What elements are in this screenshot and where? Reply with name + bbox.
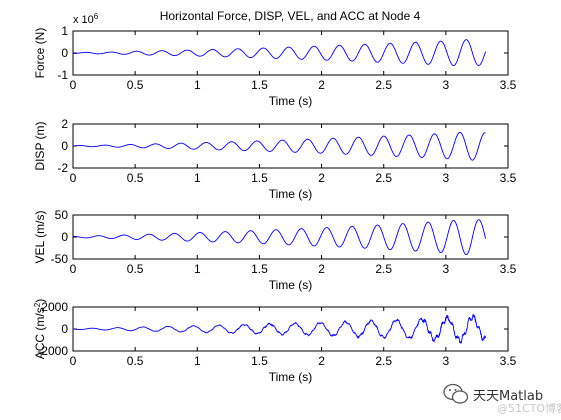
series-line bbox=[72, 131, 486, 161]
x-tick-label: 3.5 bbox=[500, 171, 517, 185]
x-tick-label: 2.5 bbox=[375, 171, 392, 185]
x-tick-label: 0.5 bbox=[127, 78, 144, 92]
x-axis-label: Time (s) bbox=[269, 278, 313, 292]
y-tick-label: -1 bbox=[57, 68, 68, 82]
x-tick-label: 0 bbox=[70, 262, 77, 276]
y-tick-label: 0 bbox=[61, 230, 68, 244]
x-tick-label: 1 bbox=[194, 262, 201, 276]
x-tick-label: 2.5 bbox=[375, 354, 392, 368]
x-tick-label: 2 bbox=[318, 171, 325, 185]
x-tick-label: 0.5 bbox=[127, 262, 144, 276]
figure-title: Horizontal Force, DISP, VEL, and ACC at … bbox=[160, 9, 421, 23]
x-axis-label: Time (s) bbox=[269, 187, 313, 201]
x-tick-label: 0 bbox=[70, 171, 77, 185]
watermark: 天天Matlab @51CTO博客 bbox=[443, 383, 561, 415]
y-axis-label: ACC (m/s2) bbox=[33, 299, 48, 359]
x-tick-label: 0.5 bbox=[127, 354, 144, 368]
x-tick-label: 1 bbox=[194, 354, 201, 368]
axes-box bbox=[72, 306, 509, 352]
y-tick-label: 0 bbox=[61, 46, 68, 60]
y-tick-label: 2 bbox=[61, 117, 68, 131]
x-tick-label: 1 bbox=[194, 78, 201, 92]
x-tick-label: 2 bbox=[318, 78, 325, 92]
x-tick-label: 0 bbox=[70, 354, 77, 368]
x-tick-label: 2 bbox=[318, 354, 325, 368]
x-tick-label: 1.5 bbox=[251, 354, 268, 368]
y-tick-label: 50 bbox=[55, 208, 69, 222]
axes-box bbox=[72, 123, 509, 169]
x-tick-label: 0.5 bbox=[127, 171, 144, 185]
x-tick-label: 2.5 bbox=[375, 262, 392, 276]
watermark-subtext: @51CTO博客 bbox=[497, 402, 561, 415]
watermark-name: 天天Matlab bbox=[473, 389, 544, 404]
y-tick-label: -50 bbox=[51, 252, 69, 266]
y-tick-label: -2 bbox=[57, 161, 68, 175]
series-line bbox=[72, 313, 487, 344]
x-tick-label: 1 bbox=[194, 171, 201, 185]
axes-box bbox=[72, 30, 509, 76]
series-line bbox=[73, 39, 487, 67]
y-tick-label: -2000 bbox=[37, 344, 68, 358]
x-tick-label: 3 bbox=[443, 78, 450, 92]
x-tick-label: 2.5 bbox=[375, 78, 392, 92]
y-tick-label: 0 bbox=[61, 139, 68, 153]
y-tick-label: 2000 bbox=[41, 300, 68, 314]
x-tick-label: 3.5 bbox=[500, 78, 517, 92]
x-tick-label: 3 bbox=[443, 354, 450, 368]
x-tick-label: 3.5 bbox=[500, 262, 517, 276]
series-line bbox=[73, 219, 487, 256]
x-axis-label: Time (s) bbox=[269, 370, 313, 384]
x-tick-label: 3 bbox=[443, 262, 450, 276]
y-tick-label: 1 bbox=[61, 24, 68, 38]
x-tick-label: 0 bbox=[70, 78, 77, 92]
y-axis-label: VEL (m/s) bbox=[33, 211, 47, 264]
y-exponent-label: x 106 bbox=[73, 12, 99, 27]
y-tick-label: 0 bbox=[61, 322, 68, 336]
y-axis-label: Force (N) bbox=[33, 28, 47, 79]
x-tick-label: 1.5 bbox=[251, 171, 268, 185]
x-tick-label: 3 bbox=[443, 171, 450, 185]
x-tick-label: 1.5 bbox=[251, 78, 268, 92]
axes-box bbox=[72, 214, 509, 260]
x-axis-label: Time (s) bbox=[269, 94, 313, 108]
x-tick-label: 3.5 bbox=[500, 354, 517, 368]
x-tick-label: 2 bbox=[318, 262, 325, 276]
x-tick-label: 1.5 bbox=[251, 262, 268, 276]
wechat-logo-icon bbox=[443, 383, 469, 404]
y-axis-label: DISP (m) bbox=[33, 121, 47, 170]
